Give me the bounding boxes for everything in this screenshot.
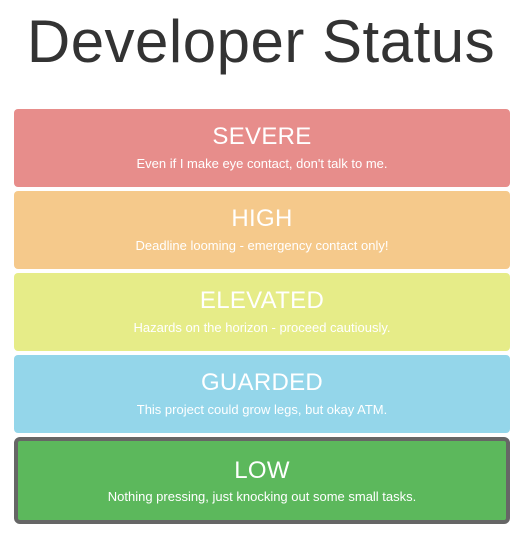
level-name: GUARDED [200, 369, 324, 396]
status-level-low[interactable]: LOW Nothing pressing, just knocking out … [14, 437, 510, 524]
status-level-elevated[interactable]: ELEVATED Hazards on the horizon - procee… [14, 273, 510, 351]
level-name: SEVERE [212, 123, 312, 150]
level-name: LOW [234, 457, 290, 484]
status-level-severe[interactable]: SEVERE Even if I make eye contact, don't… [14, 109, 510, 187]
level-name: ELEVATED [199, 287, 325, 314]
status-level-high[interactable]: HIGH Deadline looming - emergency contac… [14, 191, 510, 269]
level-description: Even if I make eye contact, don't talk t… [136, 156, 388, 171]
level-description: Nothing pressing, just knocking out some… [107, 489, 417, 504]
level-description: This project could grow legs, but okay A… [136, 402, 388, 417]
level-description: Hazards on the horizon - proceed cautiou… [133, 320, 391, 335]
status-levels: SEVERE Even if I make eye contact, don't… [14, 109, 510, 528]
level-description: Deadline looming - emergency contact onl… [135, 238, 389, 253]
status-level-guarded[interactable]: GUARDED This project could grow legs, bu… [14, 355, 510, 433]
page-title: Developer Status [26, 8, 496, 75]
level-name: HIGH [231, 205, 293, 232]
